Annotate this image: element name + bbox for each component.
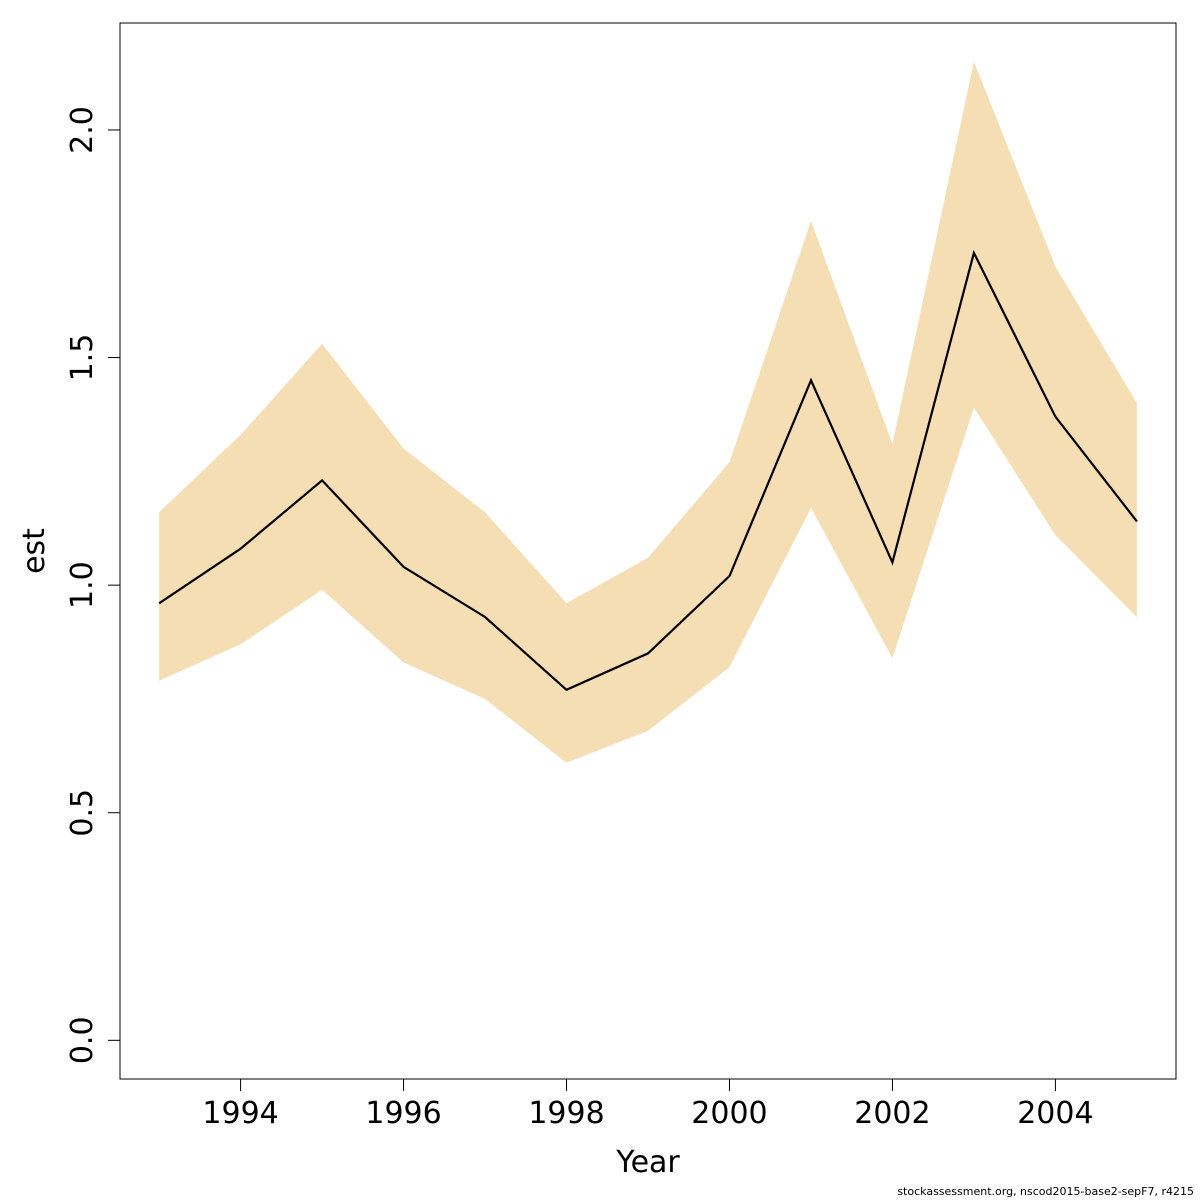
plot-frame — [119, 22, 1177, 1080]
x-tick-label: 2004 — [1017, 1096, 1093, 1131]
y-tick-label: 0.5 — [65, 789, 100, 837]
y-axis-title: est — [17, 528, 52, 574]
y-tick-label: 1.0 — [65, 561, 100, 609]
x-tick-label: 1994 — [202, 1096, 278, 1131]
x-axis: 1994 1996 1998 2000 2002 2004 — [202, 1079, 1094, 1131]
x-axis-title: Year — [615, 1145, 680, 1180]
y-tick-label: 2.0 — [65, 106, 100, 154]
x-tick-label: 2002 — [854, 1096, 930, 1131]
y-tick-label: 0.0 — [65, 1016, 100, 1064]
series-line — [158, 249, 1138, 692]
footer-note: stockassessment.org, nscod2015-base2-sep… — [897, 1185, 1194, 1198]
confidence-band — [159, 61, 1137, 763]
y-axis: 0.0 0.5 1.0 1.5 2.0 — [65, 106, 120, 1064]
x-tick-label: 2000 — [691, 1096, 767, 1131]
x-tick-label: 1998 — [528, 1096, 604, 1131]
y-tick-label: 1.5 — [65, 334, 100, 382]
x-tick-label: 1996 — [365, 1096, 441, 1131]
